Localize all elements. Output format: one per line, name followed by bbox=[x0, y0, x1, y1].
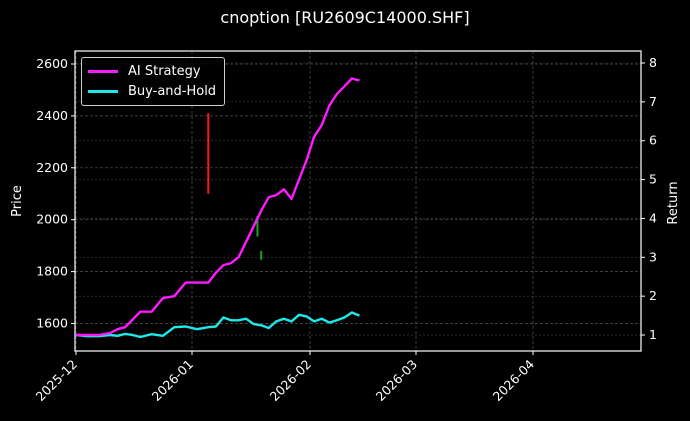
y-tick-label-right: 6 bbox=[649, 133, 657, 148]
y-tick-label: 1800 bbox=[36, 264, 68, 279]
legend-label: AI Strategy bbox=[128, 63, 201, 79]
y-tick-label-right: 7 bbox=[649, 94, 657, 109]
y-axis-label-right: Return bbox=[666, 181, 681, 224]
legend-swatch-icon bbox=[88, 89, 118, 93]
y-tick-label-right: 3 bbox=[649, 249, 657, 264]
series-line bbox=[75, 311, 360, 339]
series-line bbox=[76, 77, 360, 337]
legend: AI Strategy Buy-and-Hold bbox=[81, 57, 225, 106]
plot-frame bbox=[74, 50, 642, 352]
chart-title: cnoption [RU2609C14000.SHF] bbox=[220, 8, 470, 27]
series-lines bbox=[75, 77, 360, 339]
legend-item-buy-and-hold: Buy-and-Hold bbox=[88, 82, 216, 100]
x-tick-label: 2026-01 bbox=[149, 357, 197, 405]
y-tick-label: 2400 bbox=[36, 108, 68, 123]
legend-swatch-icon bbox=[88, 69, 118, 73]
y-axis-left: 1600 1800 2000 2200 2400 2600 bbox=[36, 56, 75, 331]
y-tick-label: 2000 bbox=[36, 212, 68, 227]
legend-item-ai-strategy: AI Strategy bbox=[88, 62, 201, 80]
y-axis-right: 1 2 3 4 5 6 7 8 bbox=[641, 55, 657, 342]
x-tick-label: 2026-02 bbox=[267, 357, 315, 405]
x-tick-label: 2025-12 bbox=[33, 357, 81, 405]
y-tick-label: 2600 bbox=[36, 56, 68, 71]
y-tick-label-right: 2 bbox=[649, 288, 657, 303]
legend-label: Buy-and-Hold bbox=[128, 83, 217, 99]
y-tick-label: 2200 bbox=[36, 160, 68, 175]
y-tick-label: 1600 bbox=[36, 316, 68, 331]
x-axis: 2025-12 2026-01 2026-02 2026-03 2026-04 bbox=[33, 351, 538, 405]
y-tick-label-right: 4 bbox=[649, 210, 657, 225]
y-axis-label-left: Price bbox=[10, 185, 25, 217]
y-tick-label-right: 1 bbox=[649, 327, 657, 342]
y-tick-label-right: 8 bbox=[649, 55, 657, 70]
trade-markers bbox=[207, 113, 263, 260]
y-tick-label-right: 5 bbox=[649, 172, 657, 187]
x-tick-label: 2026-04 bbox=[490, 356, 538, 404]
grid-lines bbox=[75, 51, 641, 351]
x-tick-label: 2026-03 bbox=[373, 357, 421, 405]
